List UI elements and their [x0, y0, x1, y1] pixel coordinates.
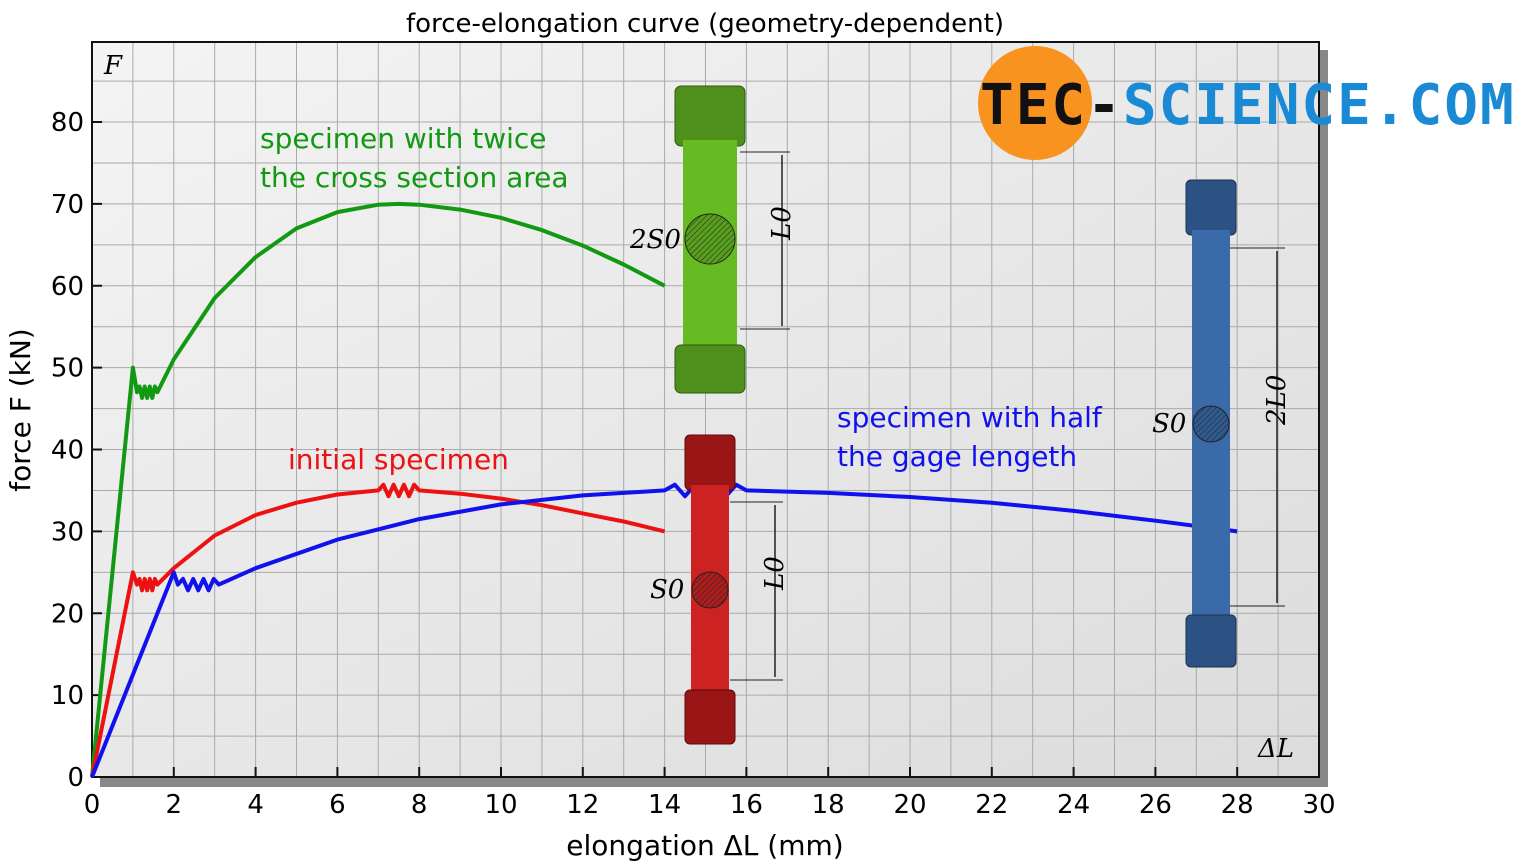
- x-tick-label: 2: [166, 790, 183, 820]
- y-tick-label: 40: [51, 436, 84, 466]
- x-tick-label: 14: [648, 790, 681, 820]
- length-label-2l0: 2L0: [1262, 375, 1292, 426]
- specimen-blue: S0 2L0: [1152, 179, 1292, 668]
- series-label-blue: specimen with half the gage lengeth: [837, 401, 1111, 473]
- axis-ticks: 0 2 4 6 8 10 12 14 16 18 20 22 24 26 28 300102030405060…: [51, 108, 1336, 820]
- series-label-green: specimen with twice the cross section ar…: [260, 122, 569, 194]
- tec-science-logo: TEC-SCIENCE.COM: [978, 46, 1516, 160]
- x-tick-label: 24: [1057, 790, 1090, 820]
- length-label-l0: L0: [767, 206, 797, 241]
- series-label-red: initial specimen: [288, 443, 509, 476]
- area-label-s0: S0: [650, 575, 684, 605]
- series-line-2: [90, 482, 1238, 778]
- length-label-l0: L0: [760, 556, 790, 591]
- x-tick-label: 30: [1302, 790, 1335, 820]
- y-tick-label: 30: [51, 517, 84, 547]
- x-tick-label: 22: [975, 790, 1008, 820]
- specimen-red: S0 L0: [650, 434, 790, 745]
- x-axis-label: elongation ΔL (mm): [566, 829, 843, 862]
- x-tick-label: 26: [1139, 790, 1172, 820]
- y-tick-label: 50: [51, 354, 84, 384]
- x-tick-label: 0: [84, 790, 101, 820]
- chart-title: force-elongation curve (geometry-depende…: [406, 9, 1004, 39]
- y-tick-label: 70: [51, 190, 84, 220]
- series-line-0: [90, 201, 666, 778]
- area-label-s0: S0: [1152, 409, 1186, 439]
- x-tick-label: 12: [566, 790, 599, 820]
- area-label-2s0: 2S0: [629, 225, 681, 255]
- y-axis-symbol: F: [103, 51, 123, 81]
- y-tick-label: 20: [51, 599, 84, 629]
- x-tick-label: 20: [893, 790, 926, 820]
- y-tick-label: 10: [51, 681, 84, 711]
- x-tick-label: 4: [247, 790, 264, 820]
- y-tick-label: 80: [51, 108, 84, 138]
- x-axis-symbol: ΔL: [1257, 734, 1294, 764]
- y-axis-label: force F (kN): [4, 328, 37, 491]
- x-tick-label: 8: [411, 790, 428, 820]
- series-lines: [90, 201, 1238, 778]
- y-tick-label: 60: [51, 272, 84, 302]
- x-tick-label: 10: [484, 790, 517, 820]
- svg-text:TEC-SCIENCE.COM: TEC-SCIENCE.COM: [980, 73, 1516, 138]
- x-tick-label: 28: [1221, 790, 1254, 820]
- x-tick-label: 16: [730, 790, 763, 820]
- series-line-1: [90, 482, 666, 778]
- x-tick-label: 18: [812, 790, 845, 820]
- x-tick-label: 6: [329, 790, 346, 820]
- specimen-green: 2S0 L0: [629, 85, 797, 394]
- y-tick-label: 0: [67, 763, 84, 793]
